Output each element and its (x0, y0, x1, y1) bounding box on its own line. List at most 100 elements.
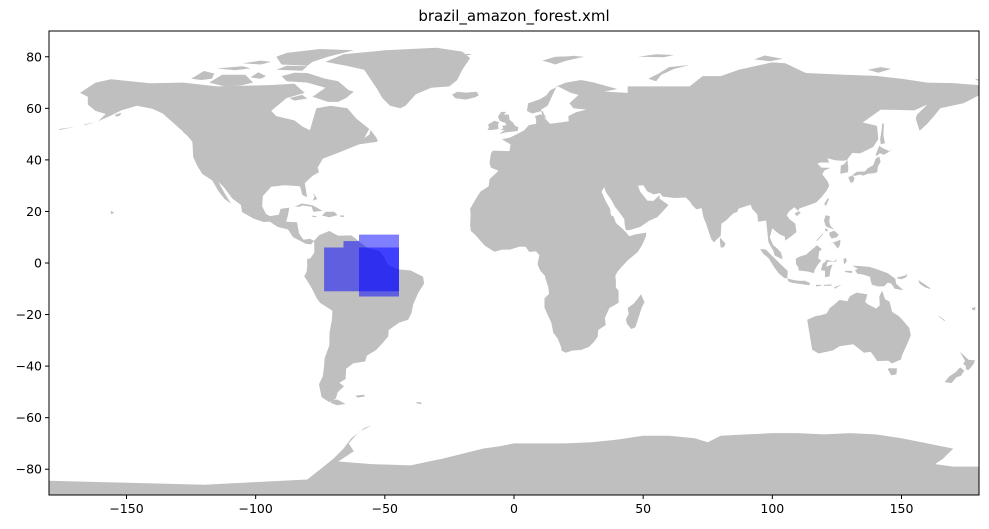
landmass-seram (844, 270, 852, 274)
landmass-kodiak (114, 112, 122, 117)
landmass-sicily (546, 164, 555, 169)
landmass-new-caledonia (937, 315, 946, 321)
landmass-arctic-archipelago-a (216, 66, 251, 71)
x-axis: −150 −100 −50 0 50 100 150 (109, 495, 913, 516)
landmass-mindoro (824, 228, 828, 232)
landmass-hawaii (110, 210, 115, 215)
landmass-victoria-island (209, 74, 254, 87)
landmass-novaya-zemlya (648, 65, 690, 82)
landmass-borneo (795, 245, 822, 274)
landmass-timor (834, 284, 843, 289)
landmass-british-isles-gb (498, 111, 519, 135)
landmass-japan-hokkaido (875, 145, 890, 156)
y-tick-label: −60 (16, 410, 42, 425)
landmass-newfoundland (360, 130, 378, 143)
x-tick-label: 150 (890, 501, 914, 516)
landmass-new-guinea (852, 265, 904, 291)
x-tick-label: 50 (635, 501, 651, 516)
map-title: brazil_amazon_forest.xml (418, 7, 609, 26)
landmass-bahamas (312, 194, 318, 201)
landmass-tasmania (887, 368, 898, 376)
landmass-afro-eurasia (470, 62, 979, 353)
landmass-greenland (325, 47, 471, 109)
forest-region-layer (324, 234, 399, 297)
x-tick-label: −150 (109, 501, 143, 516)
landmass-north-america (80, 79, 378, 245)
landmass-ellesmere-island (276, 49, 354, 66)
landmass-franz-josef-land (638, 54, 675, 58)
y-tick-label: 40 (26, 152, 42, 167)
landmass-nordaustlandet (560, 55, 584, 59)
plot-area (48, 30, 980, 496)
forest-region-3 (343, 241, 359, 248)
landmass-devon-island (276, 65, 308, 71)
landmass-falklands (355, 394, 365, 398)
x-tick-label: 0 (510, 501, 518, 516)
landmass-palawan (816, 233, 824, 242)
landmass-hainan (794, 211, 801, 217)
y-tick-label: 0 (34, 256, 42, 271)
y-tick-label: −80 (16, 462, 42, 477)
landmass-cuba (294, 203, 323, 212)
landmass-iceland (452, 91, 479, 100)
landmass-kuril-gap (889, 149, 892, 151)
landmass-sardinia (535, 157, 540, 163)
y-tick-label: −40 (16, 359, 42, 374)
y-axis: −80 −60 −40 −20 0 20 40 60 80 (16, 49, 49, 477)
landmass-jamaica (311, 215, 317, 218)
landmass-japan-honshu (852, 156, 881, 176)
landmass-arctic-archipelago-b (242, 60, 272, 65)
y-tick-label: −20 (16, 307, 42, 322)
landmass-fiji (972, 306, 976, 311)
landmass-crete (574, 172, 582, 173)
landmass-visayas (829, 230, 839, 239)
landmass-sulawesi (820, 258, 838, 278)
landmass-new-britain (897, 273, 908, 280)
landmass-tierra-del-fuego (330, 399, 346, 406)
landmass-greenland-east-islands (462, 53, 473, 56)
landmass-antarctica (49, 425, 979, 495)
landmass-southampton-island (289, 94, 308, 101)
landmass-prince-of-wales-island (250, 72, 266, 79)
landmass-solomon-islands (918, 280, 931, 290)
landmass-kamchatka-gap (918, 129, 921, 132)
landmass-ireland (487, 120, 500, 130)
y-tick-label: 60 (26, 101, 42, 116)
landmass-philippines-luzon (824, 215, 835, 230)
landmass-sri-lanka (719, 237, 726, 248)
landmass-severnaya-zemlya (754, 55, 783, 62)
landmass-japan-kyushu (848, 175, 855, 183)
landmass-java (787, 278, 811, 286)
y-tick-label: 80 (26, 49, 42, 64)
landmass-arabia-gap-fill (604, 168, 608, 181)
landmass-aleutian-b (59, 126, 75, 130)
landmass-sakhalin (880, 123, 885, 145)
landmass-sumbawa (815, 284, 822, 287)
landmass-puerto-rico (340, 215, 345, 217)
landmass-baffin-island (281, 72, 354, 102)
landmass-banks-island (191, 71, 215, 80)
landmass-madagascar (625, 294, 645, 329)
landmass-new-siberian-islands (867, 67, 892, 73)
landmass-south-georgia (415, 402, 422, 405)
landmass-flores (823, 284, 832, 286)
forest-region-2 (359, 234, 399, 297)
y-tick-label: 20 (26, 204, 42, 219)
x-tick-label: −100 (238, 501, 272, 516)
landmass-sumatra (760, 248, 788, 279)
landmass-australia (807, 290, 911, 364)
landmass-philippines-mindanao (829, 239, 841, 249)
landmass-halmahera (843, 257, 847, 265)
landmass-hispaniola (321, 211, 338, 218)
landmass-svalbard (542, 56, 584, 65)
landmass-new-zealand-south (944, 367, 965, 384)
landmass-aleutian-a (83, 122, 96, 126)
landmass-wrangel (975, 78, 979, 81)
landmass-vancouver-island (182, 132, 196, 139)
land-layer (49, 47, 979, 495)
landmass-cyprus (597, 171, 604, 174)
landmass-new-zealand-north (960, 351, 975, 370)
landmass-taiwan (824, 198, 829, 207)
x-tick-label: 100 (760, 501, 784, 516)
